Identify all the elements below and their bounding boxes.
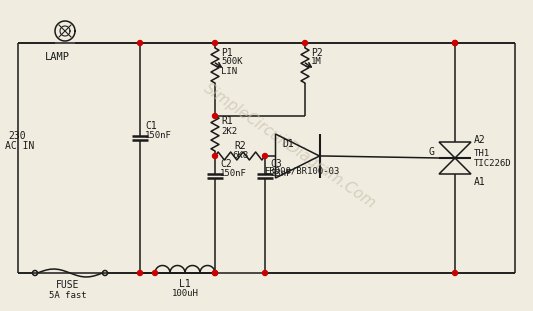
Circle shape: [138, 271, 142, 276]
Circle shape: [453, 40, 457, 45]
Circle shape: [303, 40, 308, 45]
Text: 150nF: 150nF: [145, 132, 172, 141]
Text: P1: P1: [221, 48, 233, 58]
Text: A1: A1: [474, 177, 486, 187]
Text: A2: A2: [474, 135, 486, 145]
Text: D1: D1: [282, 139, 294, 149]
Text: 33nF: 33nF: [270, 169, 292, 179]
Text: R1: R1: [221, 116, 233, 126]
Text: TIC226D: TIC226D: [474, 159, 512, 168]
Text: 230: 230: [8, 131, 26, 141]
Text: C2: C2: [220, 159, 232, 169]
Text: LIN: LIN: [221, 67, 237, 76]
Circle shape: [138, 40, 142, 45]
Text: C1: C1: [145, 121, 157, 131]
Text: 6K8: 6K8: [232, 151, 248, 160]
Circle shape: [213, 40, 217, 45]
Circle shape: [453, 40, 457, 45]
Text: 2K2: 2K2: [221, 127, 237, 136]
Circle shape: [262, 271, 268, 276]
Text: 150nF: 150nF: [220, 169, 247, 179]
Circle shape: [152, 271, 157, 276]
Circle shape: [262, 154, 268, 159]
Circle shape: [213, 271, 217, 276]
Circle shape: [453, 271, 457, 276]
Text: AC IN: AC IN: [5, 141, 34, 151]
Text: R2: R2: [234, 141, 246, 151]
Text: FUSE: FUSE: [56, 280, 80, 290]
Circle shape: [213, 271, 217, 276]
Circle shape: [213, 114, 217, 118]
Text: ER900/BR100-03: ER900/BR100-03: [264, 166, 340, 175]
Circle shape: [213, 154, 217, 159]
Text: 500K: 500K: [221, 58, 243, 67]
Text: C3: C3: [270, 159, 282, 169]
Text: SimpleCircuitDiagram.Com: SimpleCircuitDiagram.Com: [201, 81, 379, 211]
Text: P2: P2: [311, 48, 323, 58]
Text: 1M: 1M: [311, 58, 322, 67]
Text: 5A fast: 5A fast: [49, 290, 87, 299]
Text: 100uH: 100uH: [172, 290, 198, 299]
Text: L1: L1: [179, 279, 191, 289]
Text: TH1: TH1: [474, 148, 490, 157]
Text: G: G: [428, 147, 434, 157]
Text: LAMP: LAMP: [44, 52, 69, 62]
